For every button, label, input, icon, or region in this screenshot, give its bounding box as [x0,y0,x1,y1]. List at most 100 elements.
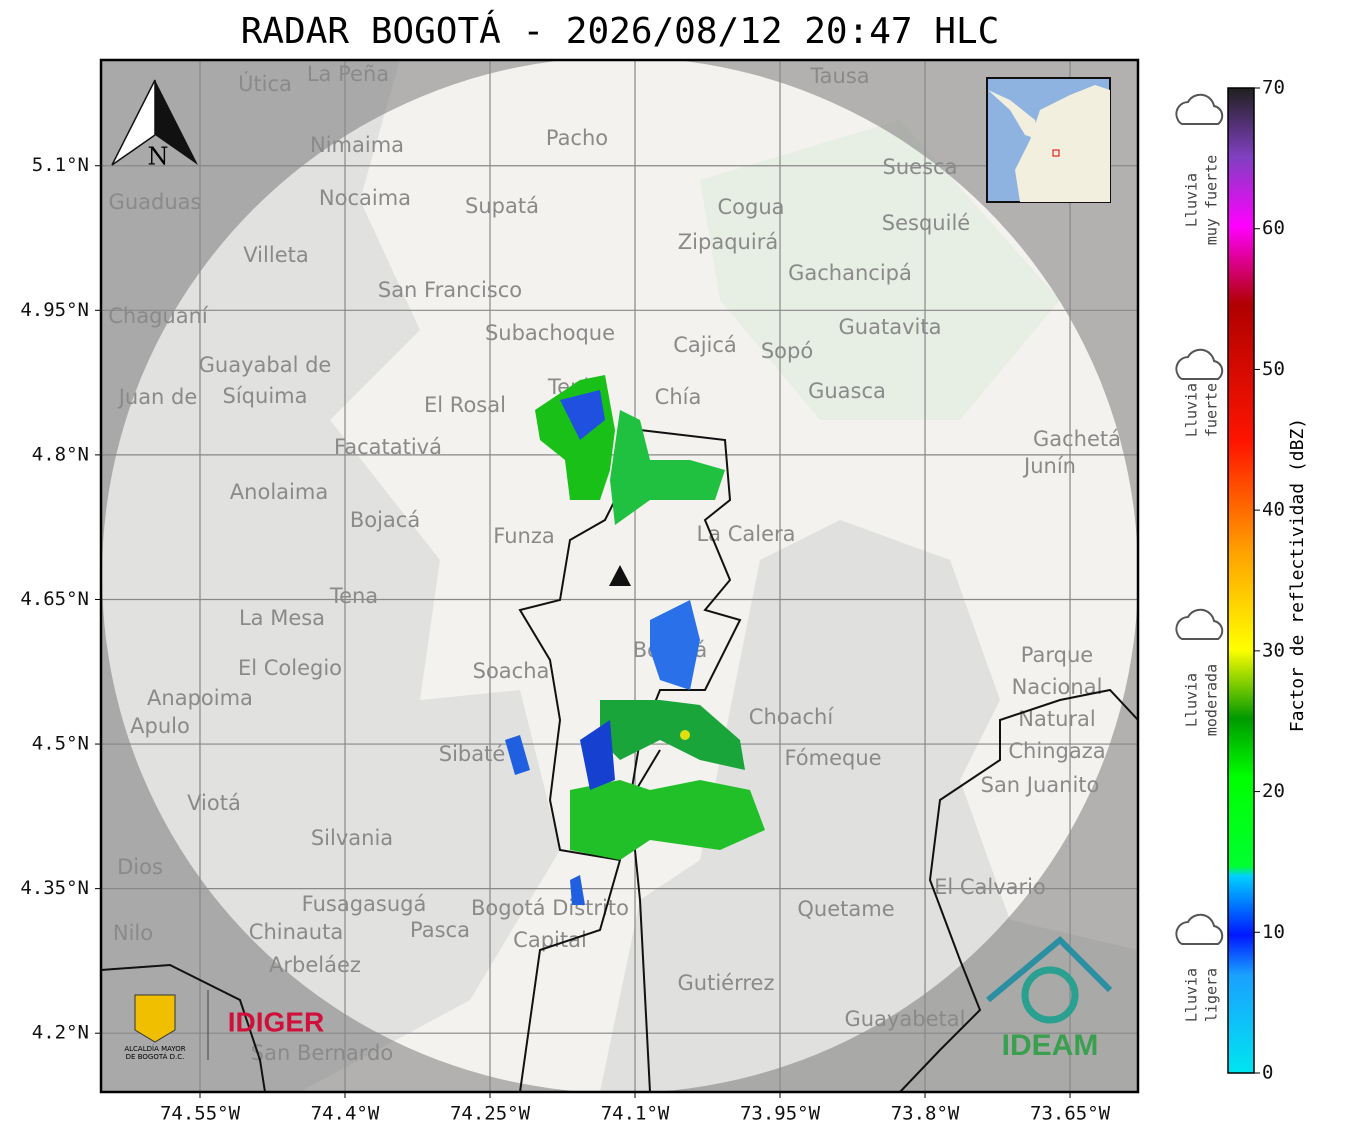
weather-icon [1175,93,1224,125]
place-label: Dios [117,855,163,879]
inset-map [986,77,1111,203]
lon-tick-label: 73.65°W [1030,1103,1111,1125]
place-label: El Calvario [934,875,1046,899]
place-label: Nacional [1012,675,1103,699]
place-label: Pasca [410,918,470,942]
colorbar-tick-label: 10 [1262,921,1285,943]
place-label: Pacho [546,126,608,150]
logo-text: IDEAM [1002,1029,1099,1062]
lat-tick-label: 4.2°N [32,1022,89,1044]
place-label: Chingaza [1008,739,1105,763]
place-label: Guayabal de [199,353,332,377]
place-label: Nocaima [319,186,411,210]
logos: ALCALDÍA MAYOR DE BOGOTÁ D.C. IDIGER IDE… [124,935,1113,1062]
place-label: Quetame [797,897,894,921]
boundaries [101,429,1138,1092]
lon-tick-label: 74.55°W [160,1103,241,1125]
place-label: Nimaima [310,133,404,157]
place-label: Supatá [465,194,539,218]
place-label: San Juanito [981,773,1100,797]
radar-echoes [505,375,765,905]
logo-text: ALCALDÍA MAYOR [124,1044,185,1053]
colorbar-tick-label: 70 [1262,77,1285,99]
weather-icon [1175,608,1224,640]
place-label: Sopó [761,339,813,363]
place-label: Viotá [187,791,241,815]
place-label: La Peña [307,62,389,86]
place-label: El Rosal [424,393,506,417]
lat-tick-label: 4.5°N [32,733,89,755]
map: La Peña Útica Tausa Pacho Nimaima Suesca Guadu… [101,60,1138,1092]
place-label: San Bernardo [251,1041,393,1065]
place-label: Soacha [473,659,550,683]
place-label: Gachancipá [788,261,912,285]
colorbar-tick-label: 40 [1262,499,1285,521]
place-label: Fusagasugá [302,892,427,916]
radar-site [609,565,631,586]
lon-tick-label: 74.4°W [311,1103,380,1125]
place-label: Cajicá [673,333,737,357]
place-label: Junín [1022,454,1076,478]
place-label: Arbeláez [269,953,361,977]
rain-level-label: ligera [1203,968,1221,1022]
place-label: Guasca [808,379,886,403]
lon-tick-label: 73.95°W [740,1103,821,1125]
rain-level-label: moderada [1203,664,1221,736]
place-label: Funza [493,524,554,548]
lat-tick-label: 4.8°N [32,443,89,465]
place-label: Chinauta [249,920,343,944]
place-label: Subachoque [485,321,615,345]
map-frame [99,58,1140,1094]
place-label: Sesquilé [882,211,970,235]
place-label: La Mesa [239,606,325,630]
place-label: Juan de [117,385,198,409]
lat-tick-label: 5.1°N [32,154,89,176]
place-label: La Calera [696,522,795,546]
place-label: Facatativá [334,435,442,459]
place-label: Guatavita [839,315,942,339]
place-label: Choachí [749,705,835,729]
colorbar-tick-label: 0 [1262,1062,1273,1084]
place-label: Tausa [809,64,869,88]
place-label: Apulo [130,714,190,738]
place-label: Síquima [223,384,308,408]
places: La Peña Útica Tausa Pacho Nimaima Suesca Guadu… [108,62,1121,1065]
place-label: Guaduas [109,190,202,214]
place-label: El Colegio [238,656,342,680]
title: RADAR BOGOTÁ - 2026/08/12 20:47 HLC [241,10,1000,52]
lon-tick-label: 73.8°W [891,1103,960,1125]
place-label: Anapoima [147,686,253,710]
place-label: Tena [329,584,378,608]
weather-icon [1175,348,1224,380]
terrain [101,60,560,1092]
place-label: Guayabetal [845,1007,966,1031]
lat-tick-label: 4.35°N [20,877,89,899]
weather-icon [1175,913,1224,945]
rain-level-label: Lluvia [1183,673,1201,727]
rain-level-label: Lluvia [1183,173,1201,227]
place-label: Útica [238,71,292,96]
place-label: Silvania [311,826,393,850]
colorbar-label: Factor de reflectividad (dBZ) [1287,418,1308,732]
place-label: Bojacá [350,508,420,532]
place-label: Natural [1018,707,1095,731]
place-label: San Francisco [378,278,522,302]
place-label: Villeta [243,243,308,267]
logo-text: DE BOGOTÁ D.C. [126,1052,185,1061]
colorbar-tick-label: 50 [1262,358,1285,380]
north-arrow: N [111,79,198,171]
place-label: Parque [1021,643,1093,667]
place-label: Gachetá [1033,427,1121,451]
lon-tick-label: 74.1°W [601,1103,670,1125]
colorbar-tick-label: 30 [1262,639,1285,661]
lon-tick-label: 74.25°W [450,1103,531,1125]
rain-level-label: Lluvia [1183,383,1201,437]
rain-level-label: Lluvia [1183,968,1201,1022]
place-label: Sibaté [439,742,506,766]
rain-level-label: muy fuerte [1203,155,1221,245]
north-label: N [148,143,169,171]
place-label: Chía [655,385,702,409]
lat-tick-label: 4.95°N [20,299,89,321]
